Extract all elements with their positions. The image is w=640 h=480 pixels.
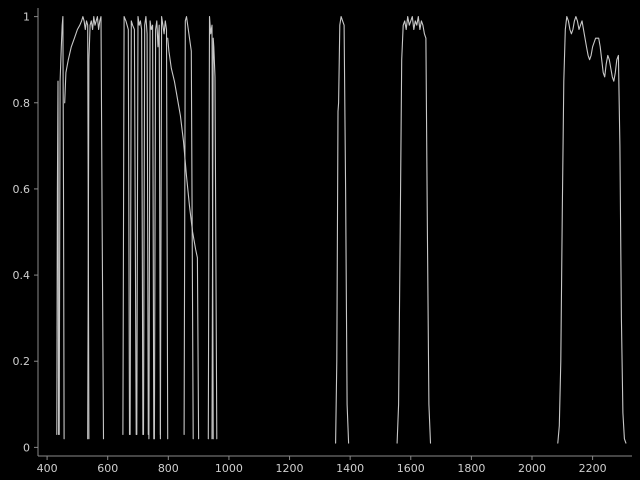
series-line-7 — [136, 16, 144, 436]
axes: 400 600 800 1000 1200 1400 1600 1800 2000 2200 0 0.… — [13, 8, 632, 475]
series-line-13 — [183, 16, 194, 440]
series-line-2 — [58, 16, 65, 440]
y-tick-label: 0.6 — [13, 183, 31, 196]
series-line-10 — [153, 20, 161, 440]
series-line-11 — [159, 16, 169, 440]
y-tick-label: 0.8 — [13, 97, 31, 110]
y-tick-label: 0 — [23, 441, 30, 454]
series-line-5 — [122, 16, 131, 436]
y-tick-label: 0.2 — [13, 355, 31, 368]
series-line-9 — [148, 20, 155, 440]
series-line-16 — [335, 16, 350, 444]
series-line-8 — [142, 16, 149, 436]
series-group — [56, 16, 627, 444]
x-tick-label: 800 — [158, 462, 179, 475]
y-tick-label: 1 — [23, 11, 30, 24]
series-line-15 — [211, 37, 218, 440]
x-tick-label: 600 — [97, 462, 118, 475]
series-line-1 — [56, 80, 60, 436]
x-tick-label: 1600 — [397, 462, 425, 475]
series-line-4 — [87, 16, 105, 440]
series-line-3 — [64, 16, 90, 440]
x-tick-label: 400 — [37, 462, 58, 475]
x-tick-label: 1400 — [336, 462, 364, 475]
y-tick-label: 0.4 — [13, 269, 31, 282]
x-tick-label: 2200 — [579, 462, 607, 475]
series-line-18 — [557, 16, 627, 444]
x-tick-label: 2000 — [518, 462, 546, 475]
x-tick-label: 1200 — [276, 462, 304, 475]
x-tick-label: 1000 — [215, 462, 243, 475]
series-line-12 — [167, 37, 200, 440]
series-line-17 — [396, 16, 432, 444]
x-tick-label: 1800 — [457, 462, 485, 475]
series-line-6 — [129, 20, 137, 436]
